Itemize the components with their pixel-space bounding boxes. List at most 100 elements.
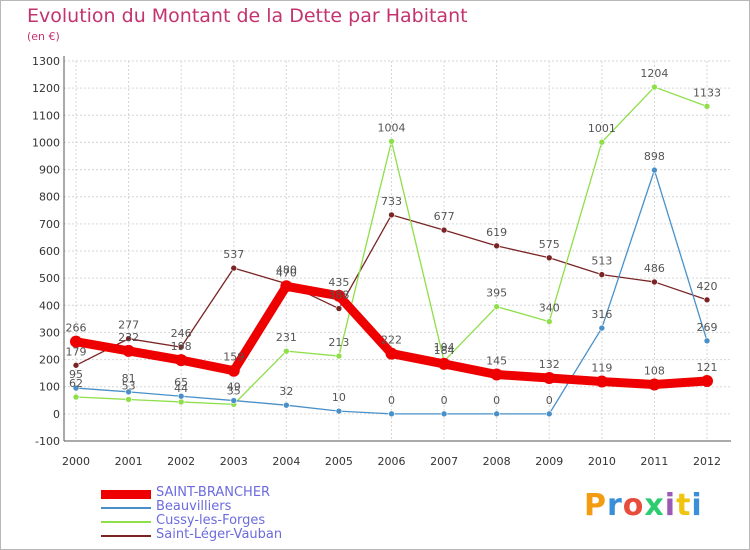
x-tick-label: 2008 (483, 455, 511, 468)
x-tick-label: 2005 (325, 455, 353, 468)
data-point (385, 347, 398, 360)
logo-letter: P (584, 488, 607, 523)
data-point (440, 226, 448, 234)
y-tick-label: 0 (53, 408, 60, 421)
legend-label: Saint-Léger-Vauban (156, 527, 283, 542)
data-point (545, 254, 553, 262)
data-label: 232 (118, 331, 139, 344)
logo-letter: t (676, 488, 692, 523)
data-point (490, 368, 503, 381)
logo-letter: r (607, 488, 623, 523)
data-point (651, 83, 658, 91)
y-tick-label: 700 (39, 218, 60, 231)
data-point (72, 384, 80, 392)
x-tick-label: 2001 (115, 455, 143, 468)
data-point (651, 278, 658, 286)
data-point (545, 318, 553, 325)
data-label: 470 (276, 266, 297, 279)
x-tick-label: 2002 (167, 455, 195, 468)
data-point (651, 166, 658, 174)
logo-letter: x (644, 488, 665, 523)
data-label: 32 (279, 385, 293, 398)
legend-swatch (101, 521, 151, 523)
data-label: 1204 (640, 67, 668, 80)
data-label: 269 (697, 321, 718, 334)
data-point (122, 344, 135, 357)
data-point (175, 354, 188, 367)
data-label: 266 (66, 322, 87, 335)
data-point (493, 410, 500, 418)
x-tick-label: 2011 (640, 455, 668, 468)
logo-letter: o (622, 488, 645, 523)
y-tick-label: 900 (39, 164, 60, 177)
data-label: 898 (644, 150, 665, 163)
data-label: 35 (227, 384, 241, 397)
x-tick-label: 2009 (535, 455, 563, 468)
data-label: 537 (223, 248, 244, 261)
data-point (332, 289, 345, 302)
data-point (438, 357, 451, 370)
data-label: 159 (223, 351, 244, 364)
data-label: 62 (69, 377, 83, 390)
data-point (598, 138, 606, 146)
legend-swatch (101, 507, 151, 509)
data-label: 1133 (693, 86, 721, 99)
data-point (703, 103, 711, 110)
data-point (440, 410, 448, 418)
data-label: 480 (276, 264, 297, 277)
data-label: 179 (66, 345, 87, 358)
data-label: 677 (434, 210, 455, 223)
data-point (543, 372, 556, 385)
logo-letter: i (691, 488, 703, 523)
data-label: 733 (381, 195, 402, 208)
legend-label: Cussy-les-Forges (156, 513, 266, 528)
data-label: 1001 (588, 122, 616, 135)
logo-letter: i (664, 488, 677, 523)
data-label: 198 (171, 340, 192, 353)
data-label: 49 (227, 381, 241, 394)
data-label: 277 (118, 319, 139, 332)
data-label: 420 (697, 280, 718, 293)
y-tick-label: 300 (39, 326, 60, 339)
data-label: 222 (381, 334, 402, 347)
data-point (545, 410, 553, 418)
data-label: 145 (486, 355, 507, 368)
data-point (598, 324, 606, 332)
data-label: 119 (591, 362, 612, 375)
data-label: 53 (122, 379, 136, 392)
y-tick-label: 1000 (32, 136, 60, 149)
data-point (177, 392, 185, 400)
data-point (177, 398, 185, 406)
data-label: 246 (171, 327, 192, 340)
y-tick-label: 1100 (32, 109, 60, 122)
x-tick-label: 2006 (378, 455, 406, 468)
x-tick-label: 2003 (220, 455, 248, 468)
data-label: 108 (644, 365, 665, 378)
y-tick-label: 1200 (32, 82, 60, 95)
data-point (227, 364, 240, 377)
data-label: 0 (546, 394, 553, 407)
y-tick-label: 400 (39, 299, 60, 312)
data-label: 395 (486, 287, 507, 300)
data-label: 340 (539, 302, 560, 315)
legend-label: SAINT-BRANCHER (156, 485, 271, 500)
y-tick-label: 200 (39, 354, 60, 367)
x-tick-label: 2010 (588, 455, 616, 468)
data-point (493, 303, 500, 310)
data-point (703, 296, 711, 304)
data-point (177, 343, 185, 351)
data-label: 619 (486, 226, 507, 239)
data-point (72, 361, 80, 369)
chart-title: Evolution du Montant de la Dette par Hab… (27, 5, 468, 27)
data-point (280, 280, 293, 293)
data-point (388, 410, 395, 418)
data-label: 231 (276, 331, 297, 344)
data-point (595, 375, 608, 388)
data-point (125, 396, 132, 403)
data-label: 1004 (378, 121, 406, 134)
data-label: 44 (174, 382, 188, 395)
data-label: 121 (697, 361, 718, 374)
x-tick-label: 2007 (430, 455, 458, 468)
data-point (701, 375, 713, 388)
